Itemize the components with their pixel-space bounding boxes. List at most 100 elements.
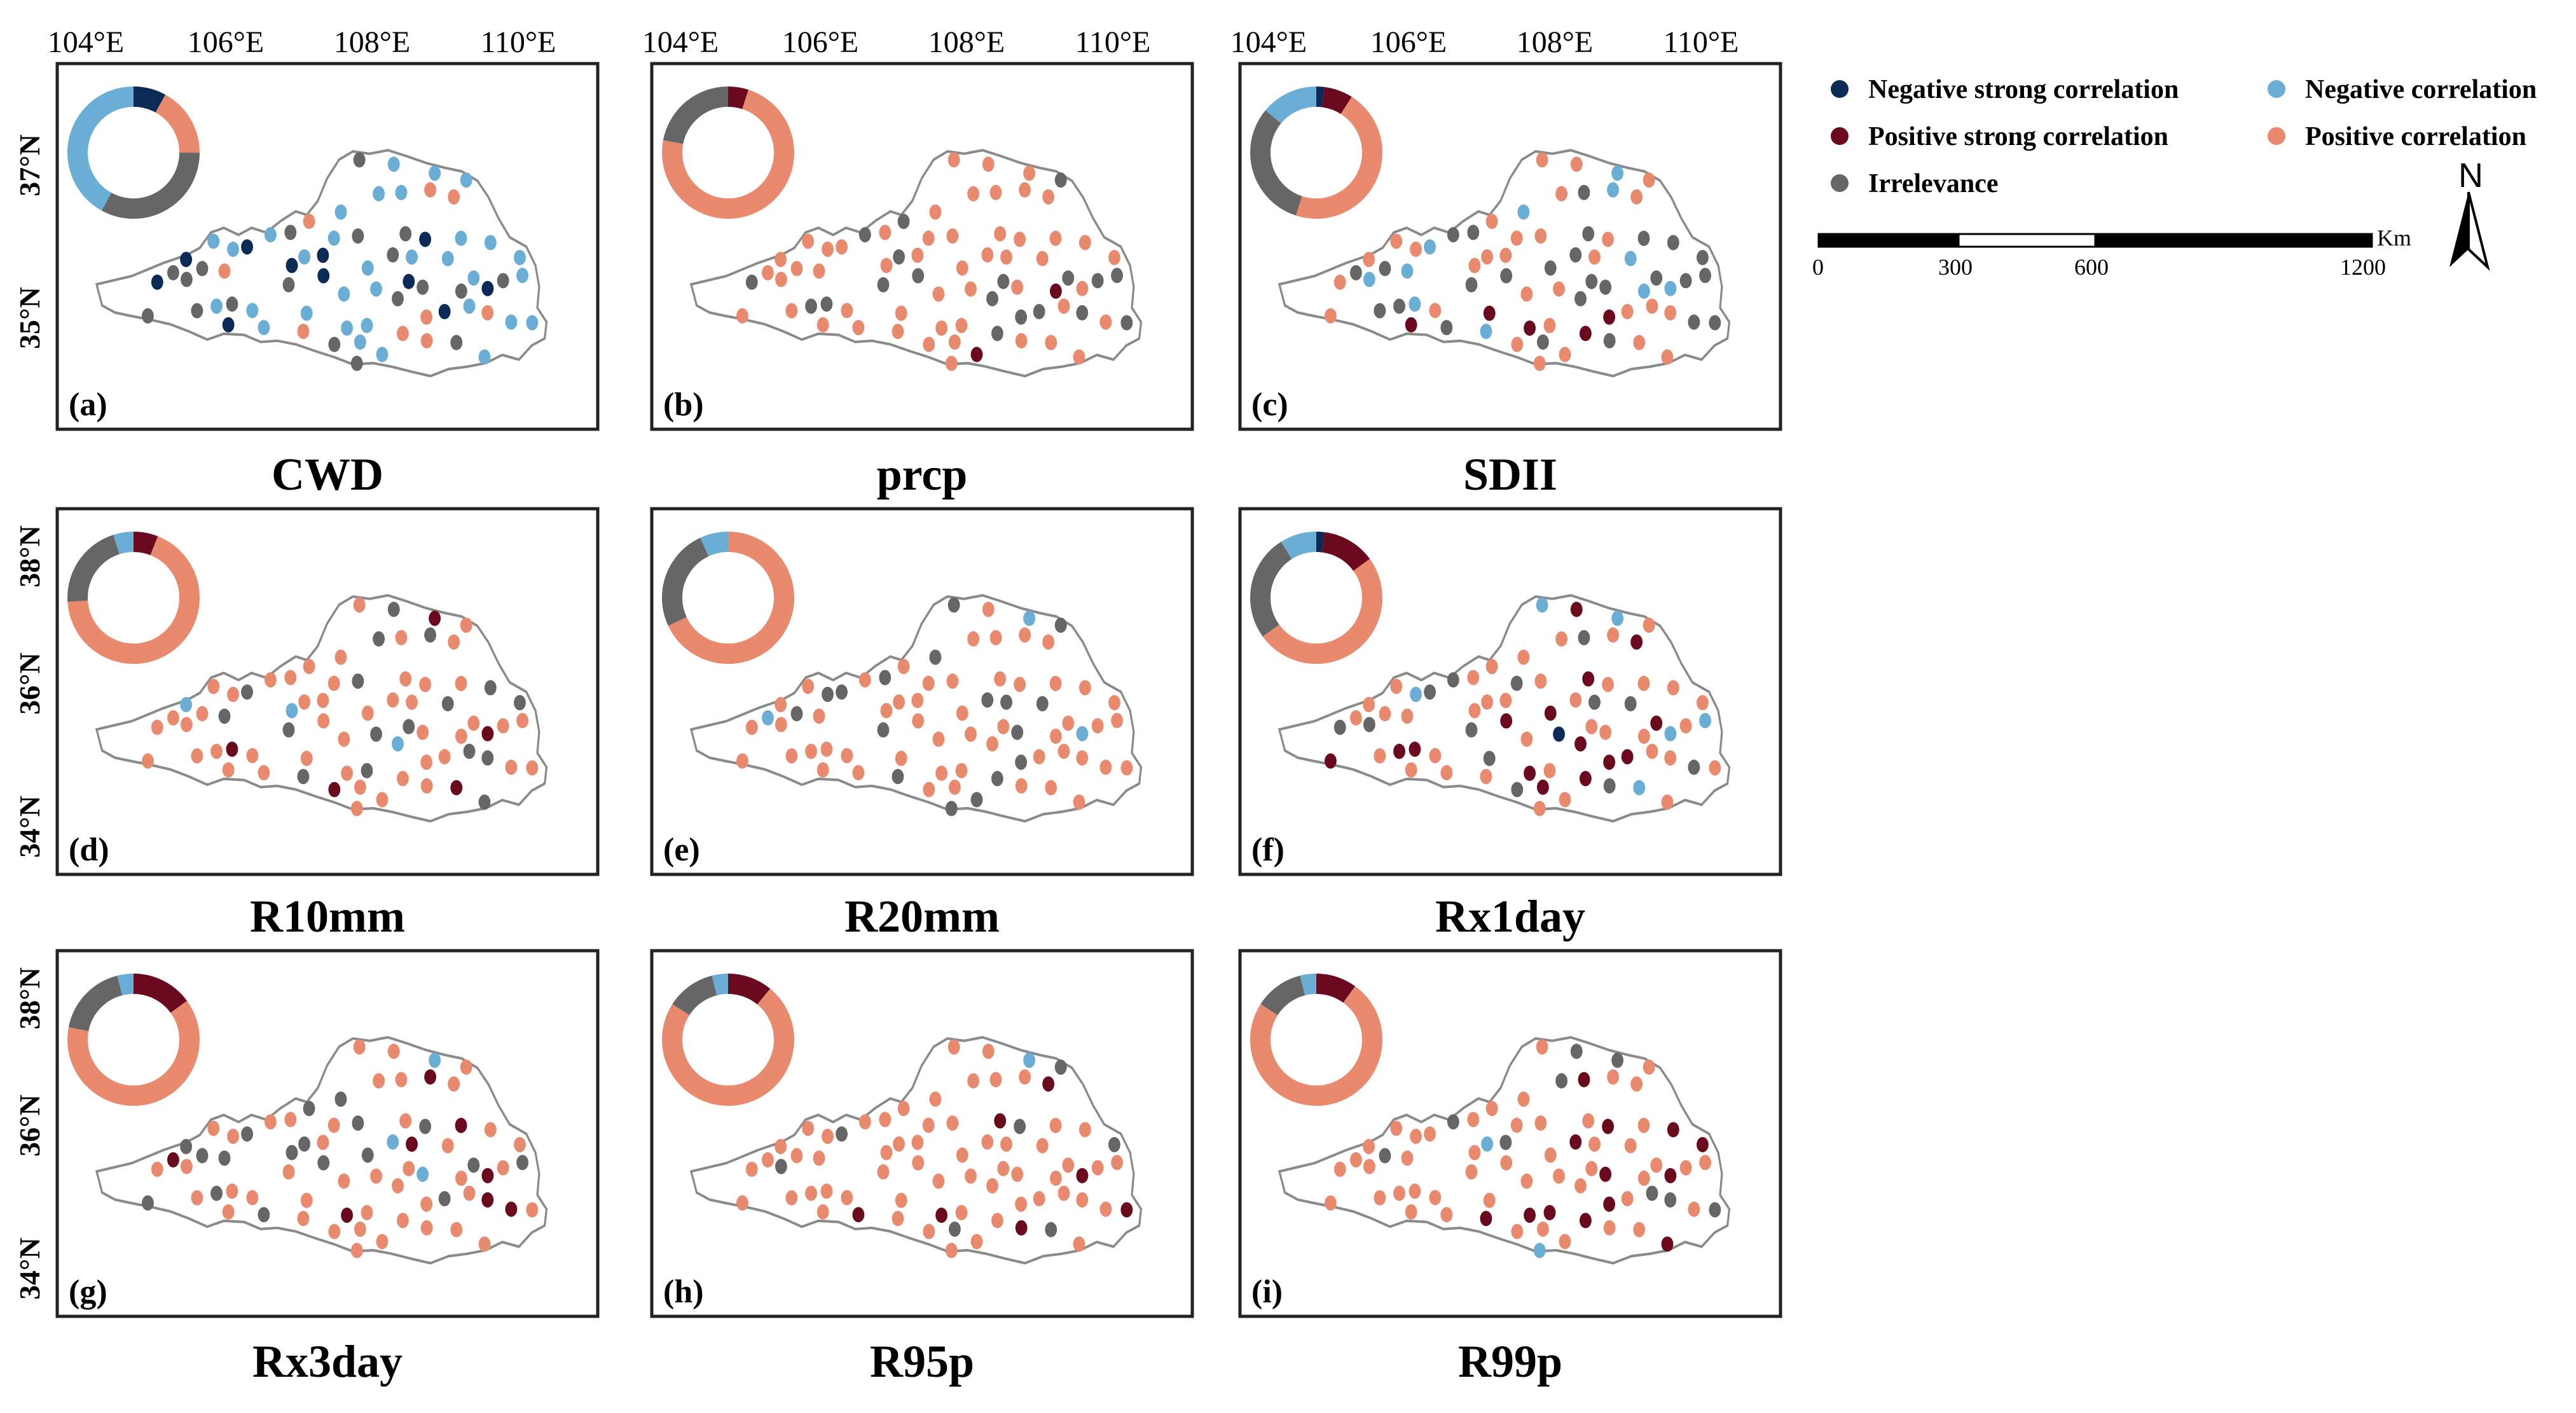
station-point	[1559, 792, 1571, 808]
station-point	[1637, 1117, 1650, 1133]
station-point	[478, 794, 491, 810]
station-point	[227, 1128, 239, 1144]
station-point	[505, 314, 518, 330]
station-point	[1536, 779, 1549, 795]
station-point	[1042, 634, 1055, 650]
station-point	[450, 780, 463, 796]
donut-segment-pos	[67, 974, 200, 1106]
station-point	[1111, 1155, 1123, 1171]
panel-title: R95p	[870, 1336, 974, 1387]
station-point	[1379, 706, 1391, 722]
station-point	[505, 1201, 518, 1217]
station-point	[1091, 273, 1104, 289]
station-point	[1011, 724, 1024, 740]
station-point	[1120, 315, 1133, 331]
station-point	[1520, 1173, 1533, 1189]
station-point	[246, 1190, 259, 1206]
station-point	[1637, 1170, 1650, 1186]
station-point	[822, 686, 834, 702]
station-point	[923, 336, 935, 352]
station-point	[785, 748, 798, 764]
station-point	[1076, 750, 1089, 766]
station-point	[1363, 696, 1375, 713]
station-point	[816, 1204, 829, 1220]
station-point	[997, 719, 1010, 734]
station-point	[858, 1114, 871, 1130]
station-point	[932, 286, 945, 302]
station-point	[392, 291, 404, 307]
station-point	[1049, 1170, 1062, 1186]
station-point	[455, 728, 467, 744]
panel-title: R99p	[1458, 1336, 1562, 1387]
station-point	[1073, 1236, 1085, 1252]
station-point	[879, 1112, 892, 1127]
station-point	[1650, 715, 1663, 731]
legend-irrelevance-label: Irrelevance	[1868, 169, 1998, 198]
station-point	[481, 750, 494, 766]
station-point	[1363, 272, 1375, 287]
station-point	[1517, 649, 1530, 665]
station-point	[1091, 718, 1104, 734]
station-point	[361, 705, 374, 721]
station-point	[218, 708, 231, 724]
station-point	[180, 1159, 193, 1175]
station-point	[222, 1204, 235, 1220]
station-point	[1570, 1044, 1583, 1059]
station-point	[387, 247, 399, 263]
station-point	[1511, 336, 1524, 352]
station-point	[1108, 249, 1120, 266]
station-point	[1108, 1136, 1120, 1153]
station-point	[1333, 274, 1346, 290]
station-point	[297, 1211, 310, 1227]
station-point	[1429, 303, 1442, 319]
station-point	[1630, 1076, 1643, 1092]
lon-label: 110°E	[1075, 25, 1151, 59]
station-point	[1099, 314, 1112, 330]
station-point	[353, 597, 366, 613]
panel-letter: (i)	[1251, 1274, 1283, 1310]
station-point	[438, 749, 451, 765]
station-point	[387, 1044, 400, 1059]
station-point	[946, 673, 959, 689]
station-point	[836, 684, 848, 700]
station-point	[1543, 317, 1556, 333]
station-point	[298, 249, 311, 265]
station-point	[497, 273, 509, 289]
station-point	[395, 1072, 408, 1087]
station-point	[191, 1190, 203, 1206]
station-point	[1465, 722, 1478, 738]
station-point	[1481, 694, 1494, 710]
station-point	[1057, 298, 1070, 314]
station-point	[1536, 334, 1549, 350]
station-point	[1709, 315, 1721, 331]
station-point	[1363, 1138, 1375, 1155]
station-point	[1054, 172, 1067, 188]
station-point	[1607, 182, 1620, 198]
donut-segment-neg	[67, 86, 200, 219]
station-point	[526, 760, 539, 776]
station-point	[932, 731, 945, 747]
station-point	[836, 1126, 848, 1142]
station-point	[460, 1059, 472, 1075]
station-point	[361, 317, 373, 333]
station-point	[1709, 760, 1721, 776]
station-point	[1440, 1207, 1453, 1223]
station-point	[893, 694, 906, 710]
lat-label: 38°N	[13, 967, 46, 1030]
station-point	[226, 741, 238, 757]
donut-segment-pos	[1250, 974, 1382, 1106]
station-point	[1447, 1114, 1459, 1130]
basin-map	[1279, 1037, 1730, 1263]
station-point	[1409, 1183, 1421, 1199]
station-point	[935, 1207, 947, 1223]
station-point	[1499, 247, 1512, 263]
station-point	[1062, 270, 1075, 286]
station-point	[879, 224, 892, 240]
station-point	[1480, 769, 1492, 785]
station-point	[327, 1117, 340, 1133]
station-point	[1390, 233, 1403, 249]
station-point	[1536, 597, 1548, 613]
donut-segment-irr	[1250, 532, 1382, 664]
station-point	[1120, 1202, 1133, 1218]
station-point	[514, 1136, 526, 1153]
